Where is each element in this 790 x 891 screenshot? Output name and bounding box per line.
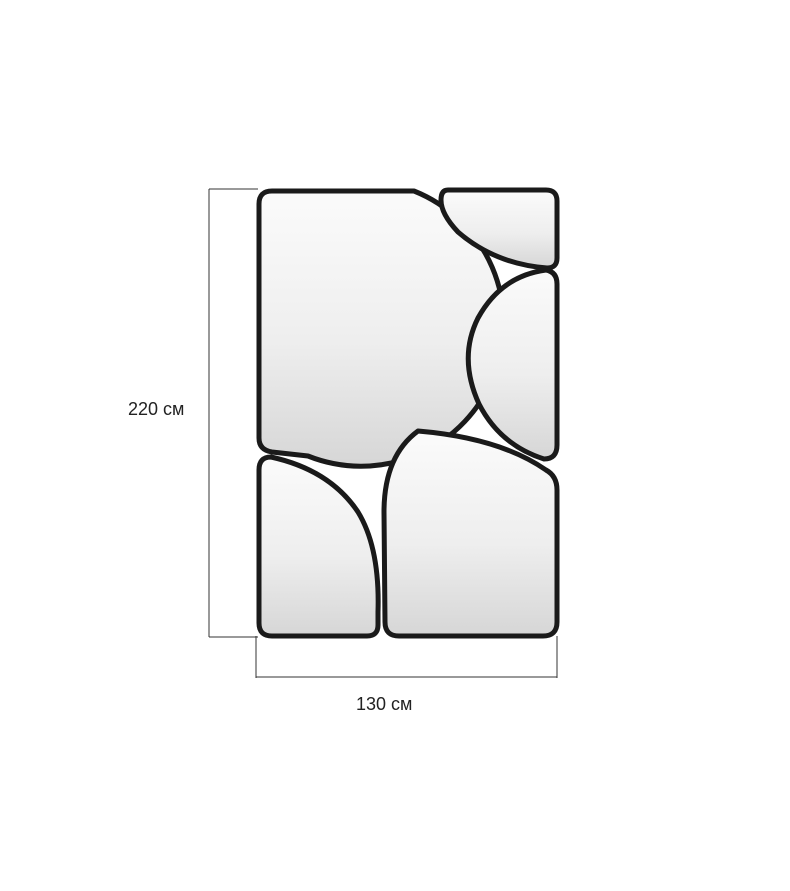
mirror-panel-bottom-right [381, 428, 560, 639]
mirror [256, 187, 560, 639]
mirror-panel-top-right [438, 187, 560, 271]
mirror-panel-middle-right [465, 267, 560, 462]
width-dimension [255, 636, 558, 678]
height-label: 220 см [128, 399, 184, 419]
mirror-panel-bottom-left [256, 454, 381, 639]
height-dimension [208, 188, 258, 638]
width-label: 130 см [356, 694, 412, 714]
